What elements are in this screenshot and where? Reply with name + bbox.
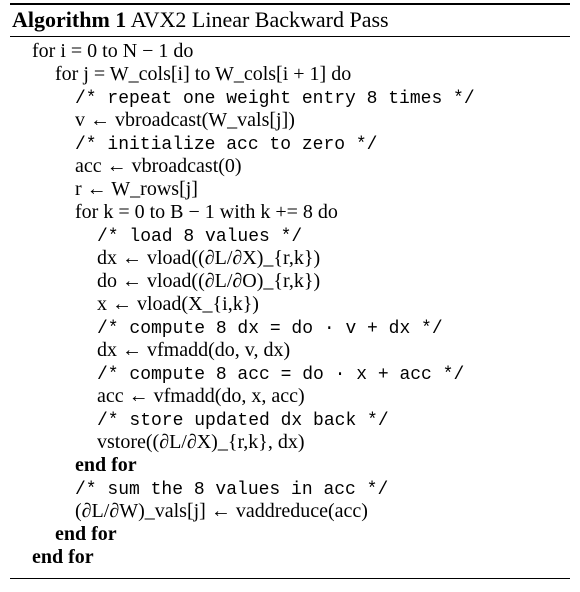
top-rule (10, 3, 570, 5)
line-11: do ← vload((∂L/∂O)_{r,k}) (97, 270, 321, 292)
line-3: /* repeat one weight entry 8 times */ (75, 86, 475, 109)
line-16: acc ← vfmadd(do, x, acc) (97, 385, 305, 407)
line-14: dx ← vfmadd(do, v, dx) (97, 339, 291, 361)
line-6: acc ← vbroadcast(0) (75, 155, 242, 177)
line-13: /* compute 8 dx = do · v + dx */ (97, 316, 443, 339)
line-22: end for (55, 523, 117, 545)
line-1: for i = 0 to N − 1 do (32, 40, 194, 62)
line-3-text: /* repeat one weight entry 8 times */ (75, 89, 475, 109)
caption-rule (10, 36, 570, 37)
line-8: for k = 0 to B − 1 with k += 8 do (75, 201, 338, 223)
line-2: for j = W_cols[i] to W_cols[i + 1] do (55, 63, 352, 85)
line-12: x ← vload(X_{i,k}) (97, 293, 259, 315)
line-4: v ← vbroadcast(W_vals[j]) (75, 109, 295, 131)
algorithm-caption: Algorithm 1 AVX2 Linear Backward Pass (12, 6, 389, 34)
line-7: r ← W_rows[j] (75, 178, 198, 200)
line-5: /* initialize acc to zero */ (75, 132, 377, 155)
line-19: end for (75, 454, 137, 476)
algorithm-label: Algorithm 1 (12, 7, 127, 32)
line-13-text: /* compute 8 dx = do · v + dx */ (97, 319, 443, 339)
line-10: dx ← vload((∂L/∂X)_{r,k}) (97, 247, 321, 269)
line-21: (∂L/∂W)_vals[j] ← vaddreduce(acc) (75, 500, 368, 522)
line-23: end for (32, 546, 94, 568)
line-15-text: /* compute 8 acc = do · x + acc */ (97, 365, 465, 385)
line-9: /* load 8 values */ (97, 224, 302, 247)
line-9-text: /* load 8 values */ (97, 227, 303, 247)
algorithm-title: AVX2 Linear Backward Pass (130, 7, 389, 32)
line-5-text: /* initialize acc to zero */ (75, 135, 378, 155)
line-17-text: /* store updated dx back */ (97, 411, 389, 431)
line-17: /* store updated dx back */ (97, 408, 389, 431)
line-20: /* sum the 8 values in acc */ (75, 477, 388, 500)
line-15: /* compute 8 acc = do · x + acc */ (97, 362, 464, 385)
line-20-text: /* sum the 8 values in acc */ (75, 480, 389, 500)
bottom-rule (10, 578, 570, 579)
line-18: vstore((∂L/∂X)_{r,k}, dx) (97, 431, 305, 453)
